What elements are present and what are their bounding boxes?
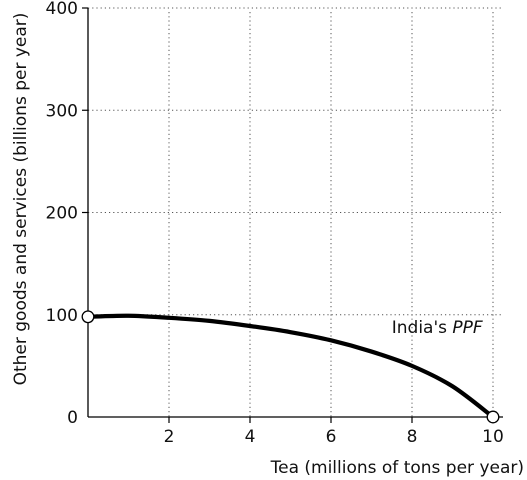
y-tick-label: 300 [46,101,78,121]
ppf-endpoint [486,410,500,424]
x-tick-label: 6 [326,427,337,447]
ppf-endpoint [81,310,95,324]
x-axis-title: Tea (millions of tons per year) [270,458,524,478]
ppf-annotation: India's PPF [392,318,483,338]
ppf-curve [85,313,496,420]
y-tick-label: 400 [46,0,78,19]
ppf-annotation-emphasis: PPF [452,318,483,338]
grid [88,7,503,417]
x-tick-label: 4 [245,427,256,447]
points-layer [81,310,500,424]
x-tick-label: 8 [407,427,418,447]
y-tick-label: 0 [67,408,78,428]
x-tick-label: 10 [482,427,504,447]
x-tick-label: 2 [164,427,175,447]
series-layer [85,313,496,420]
ppf-annotation-prefix: India's [392,318,453,338]
y-axis-title: Other goods and services (billions per y… [11,13,31,386]
y-tick-label: 200 [46,204,78,224]
y-tick-label: 100 [46,306,78,326]
axes [87,8,503,418]
